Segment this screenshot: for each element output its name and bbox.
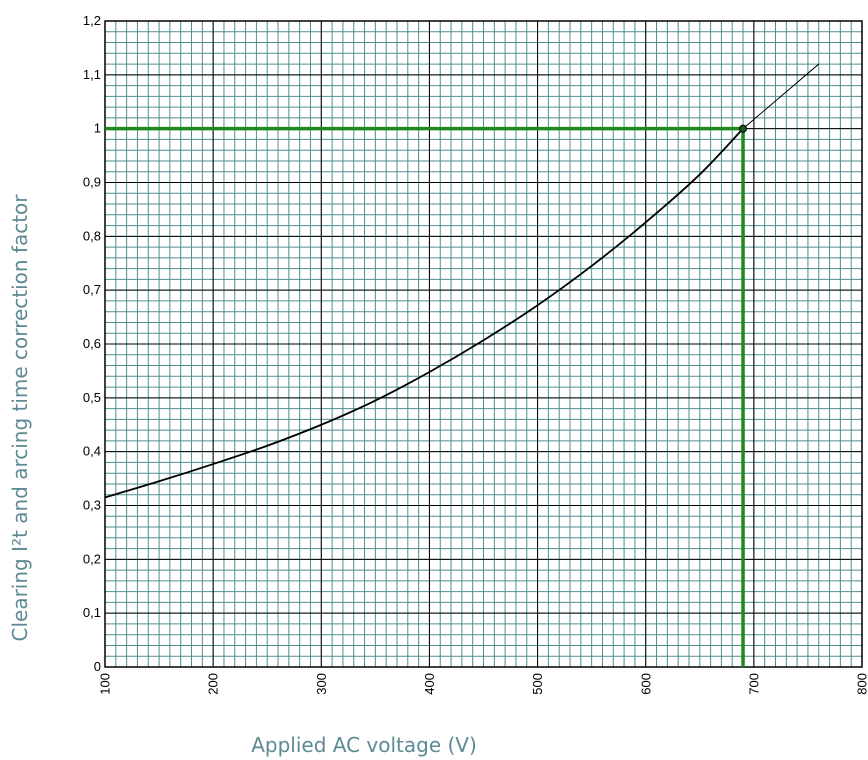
y-tick-label: 0	[94, 659, 101, 674]
y-tick-label: 1,2	[83, 13, 101, 28]
major-grid	[104, 20, 863, 668]
reference-lines	[105, 124, 748, 667]
y-tick-label: 0,2	[83, 551, 101, 566]
series-layer	[104, 63, 820, 499]
x-tick-label: 100	[98, 673, 113, 695]
x-tick-label: 700	[746, 673, 761, 695]
x-tick-label: 500	[530, 673, 545, 695]
x-tick-label: 600	[638, 673, 653, 695]
y-tick-label: 1	[94, 121, 101, 136]
y-tick-label: 1,1	[83, 67, 101, 82]
correction-factor-curve	[104, 128, 744, 499]
x-tick-label: 400	[422, 673, 437, 695]
x-tick-label: 800	[855, 673, 868, 695]
y-tick-label: 0,9	[83, 175, 101, 190]
y-axis-title: Clearing I²t and arcing time correction …	[8, 194, 32, 642]
y-tick-label: 0,5	[83, 390, 101, 405]
reference-point-marker	[739, 124, 748, 133]
tick-labels: 0 0,1 0,2 0,3 0,4 0,5 0,6 0,7 0,8 0,9 1 1,1 1,2 100 20…	[83, 13, 868, 695]
y-tick-label: 0,3	[83, 498, 101, 513]
y-tick-label: 0,4	[83, 444, 101, 459]
y-tick-label: 0,8	[83, 228, 101, 243]
x-tick-label: 200	[206, 673, 221, 695]
y-tick-label: 0,1	[83, 605, 101, 620]
x-tick-label: 300	[314, 673, 329, 695]
y-tick-label: 0,6	[83, 336, 101, 351]
x-axis-title: Applied AC voltage (V)	[251, 733, 477, 757]
y-tick-label: 0,7	[83, 282, 101, 297]
plot-frame	[104, 20, 863, 668]
curve-extension-line	[742, 63, 820, 130]
